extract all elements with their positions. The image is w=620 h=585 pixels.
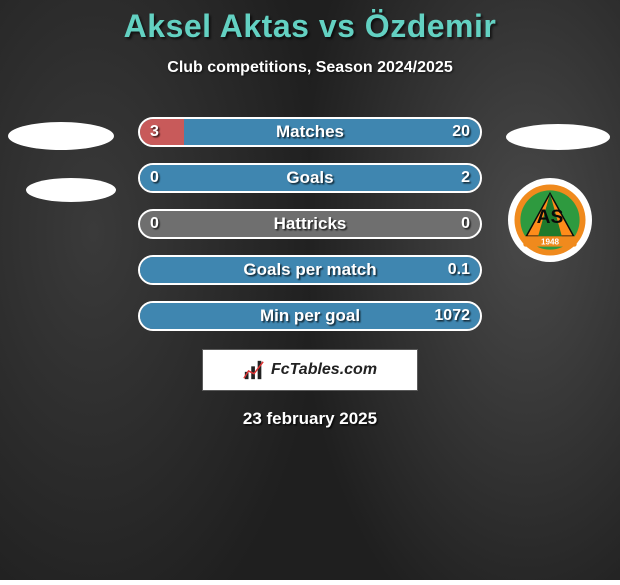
stat-row: Goals02 [138,163,482,193]
snapshot-date: 23 february 2025 [243,409,377,429]
stat-bar-fill-right [140,303,480,329]
stat-bar-fill-right [140,257,480,283]
stat-bar-fill-right [184,119,480,145]
bar-chart-icon [243,359,265,381]
stat-row: Min per goal1072 [138,301,482,331]
stat-bar-fill-right [140,165,480,191]
comparison-subtitle: Club competitions, Season 2024/2025 [167,59,452,77]
stat-row: Hattricks00 [138,209,482,239]
stat-bar [138,117,482,147]
stat-row: Goals per match0.1 [138,255,482,285]
stat-row: Matches320 [138,117,482,147]
stat-bar-fill-left [140,119,184,145]
comparison-title: Aksel Aktas vs Özdemir [124,8,497,45]
source-brand-text: FcTables.com [271,361,377,379]
content: Aksel Aktas vs Özdemir Club competitions… [0,0,620,580]
stat-bar [138,163,482,193]
stat-bar [138,255,482,285]
stat-bar [138,301,482,331]
stat-bar [138,209,482,239]
stats-container: Matches320 Goals02 Hattricks00 Goals per ma… [0,117,620,331]
source-logo: FcTables.com [202,349,418,391]
